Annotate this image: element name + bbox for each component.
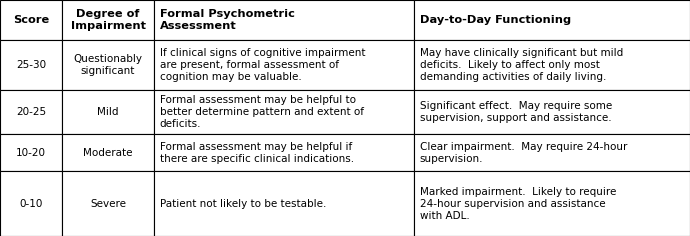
Text: If clinical signs of cognitive impairment
are present, formal assessment of
cogn: If clinical signs of cognitive impairmen…: [159, 48, 365, 82]
Bar: [414, 0, 690, 40]
Text: Significant effect.  May require some
supervision, support and assistance.: Significant effect. May require some sup…: [420, 101, 612, 123]
Text: Formal assessment may be helpful to
better determine pattern and extent of
defic: Formal assessment may be helpful to bett…: [159, 95, 364, 129]
Text: Moderate: Moderate: [83, 148, 132, 158]
Bar: [414, 134, 690, 171]
Bar: [414, 40, 690, 90]
Bar: [0, 171, 62, 236]
Text: Severe: Severe: [90, 199, 126, 209]
Text: Patient not likely to be testable.: Patient not likely to be testable.: [159, 199, 326, 209]
Bar: [414, 171, 690, 236]
Text: Questionably
significant: Questionably significant: [74, 54, 143, 76]
Text: 25-30: 25-30: [16, 60, 46, 70]
Bar: [62, 134, 154, 171]
Text: Score: Score: [13, 15, 49, 25]
Text: Clear impairment.  May require 24-hour
supervision.: Clear impairment. May require 24-hour su…: [420, 142, 627, 164]
Bar: [154, 90, 414, 134]
Bar: [62, 171, 154, 236]
Bar: [154, 40, 414, 90]
Bar: [0, 90, 62, 134]
Bar: [154, 0, 414, 40]
Text: May have clinically significant but mild
deficits.  Likely to affect only most
d: May have clinically significant but mild…: [420, 48, 623, 82]
Text: Degree of
Impairment: Degree of Impairment: [70, 9, 146, 31]
Bar: [0, 40, 62, 90]
Bar: [62, 0, 154, 40]
Text: Formal Psychometric
Assessment: Formal Psychometric Assessment: [159, 9, 295, 31]
Text: Formal assessment may be helpful if
there are specific clinical indications.: Formal assessment may be helpful if ther…: [159, 142, 354, 164]
Bar: [0, 0, 62, 40]
Bar: [62, 40, 154, 90]
Text: 0-10: 0-10: [19, 199, 43, 209]
Text: Day-to-Day Functioning: Day-to-Day Functioning: [420, 15, 571, 25]
Text: Mild: Mild: [97, 107, 119, 117]
Text: 20-25: 20-25: [16, 107, 46, 117]
Bar: [154, 171, 414, 236]
Bar: [62, 90, 154, 134]
Bar: [414, 90, 690, 134]
Text: Marked impairment.  Likely to require
24-hour supervision and assistance
with AD: Marked impairment. Likely to require 24-…: [420, 187, 616, 221]
Bar: [0, 134, 62, 171]
Text: 10-20: 10-20: [16, 148, 46, 158]
Bar: [154, 134, 414, 171]
